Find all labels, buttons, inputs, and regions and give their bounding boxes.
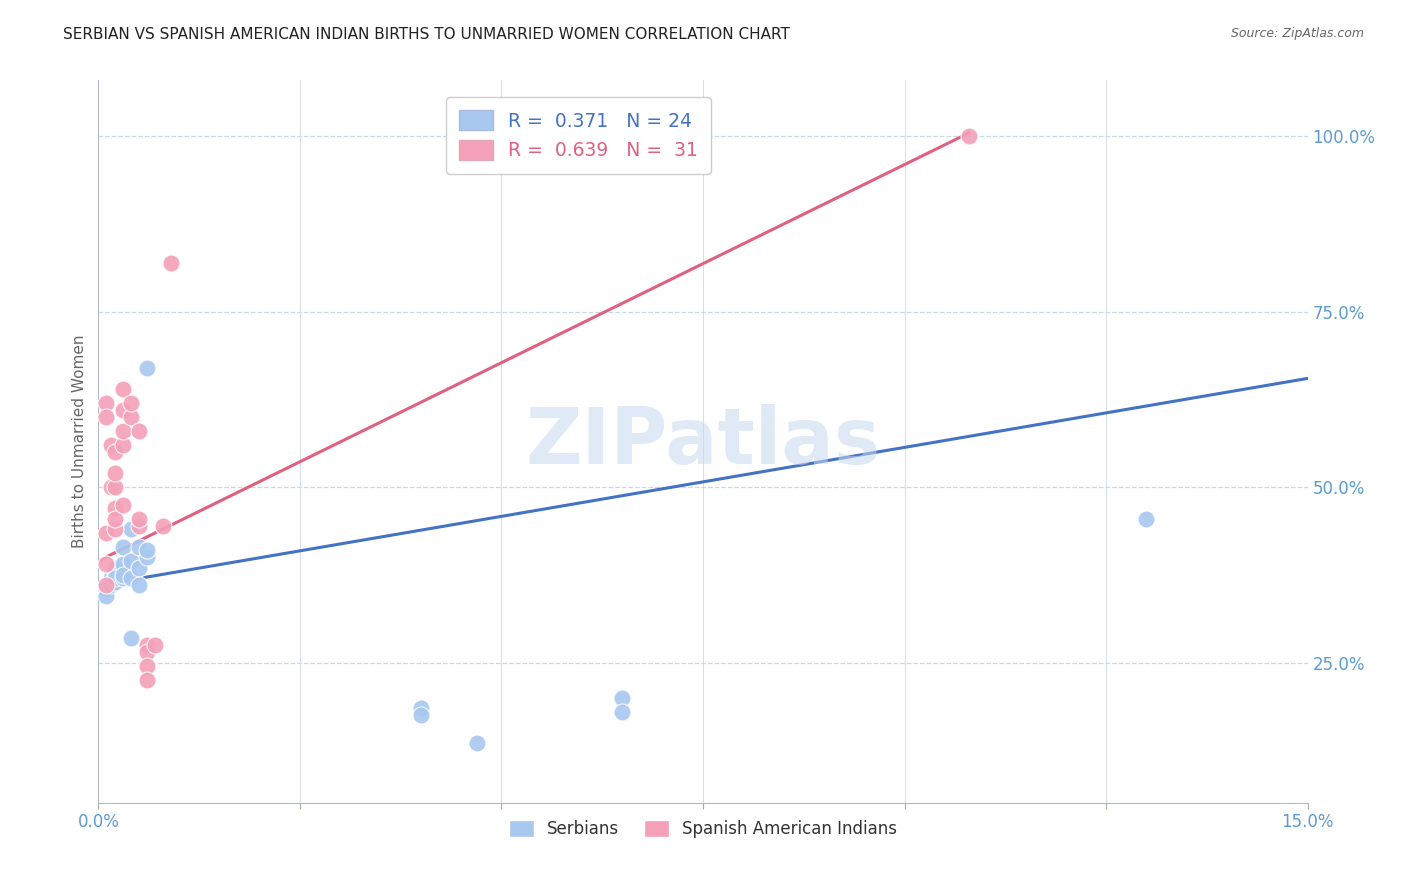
Point — [128, 561, 150, 575]
Point — [120, 631, 142, 645]
Point — [957, 129, 980, 144]
Point — [135, 638, 157, 652]
Point — [128, 512, 150, 526]
Point — [96, 525, 118, 540]
Point — [120, 554, 142, 568]
Point — [135, 673, 157, 687]
Point — [409, 708, 432, 723]
Point — [135, 645, 157, 659]
Point — [96, 558, 118, 572]
Y-axis label: Births to Unmarried Women: Births to Unmarried Women — [72, 334, 87, 549]
Point — [612, 690, 634, 705]
Point — [120, 571, 142, 585]
Point — [409, 701, 432, 715]
Point — [143, 638, 166, 652]
Point — [135, 543, 157, 558]
Point — [160, 255, 183, 269]
Point — [103, 466, 125, 480]
Point — [120, 396, 142, 410]
Point — [111, 438, 134, 452]
Point — [135, 360, 157, 375]
Point — [100, 438, 122, 452]
Point — [103, 480, 125, 494]
Point — [103, 512, 125, 526]
Point — [103, 567, 125, 582]
Point — [111, 382, 134, 396]
Point — [111, 567, 134, 582]
Point — [103, 561, 125, 575]
Point — [135, 659, 157, 673]
Point — [100, 480, 122, 494]
Point — [111, 498, 134, 512]
Point — [120, 522, 142, 536]
Point — [103, 574, 125, 589]
Point — [100, 571, 122, 585]
Point — [111, 424, 134, 438]
Point — [96, 409, 118, 424]
Point — [100, 578, 122, 592]
Point — [96, 396, 118, 410]
Point — [120, 409, 142, 424]
Point — [612, 705, 634, 719]
Point — [103, 571, 125, 585]
Point — [128, 578, 150, 592]
Point — [111, 403, 134, 417]
Point — [128, 424, 150, 438]
Point — [96, 578, 118, 592]
Point — [103, 445, 125, 459]
Text: Source: ZipAtlas.com: Source: ZipAtlas.com — [1230, 27, 1364, 40]
Text: SERBIAN VS SPANISH AMERICAN INDIAN BIRTHS TO UNMARRIED WOMEN CORRELATION CHART: SERBIAN VS SPANISH AMERICAN INDIAN BIRTH… — [63, 27, 790, 42]
Point — [152, 518, 174, 533]
Point — [96, 582, 118, 596]
Point — [103, 501, 125, 516]
Point — [135, 550, 157, 565]
Point — [111, 540, 134, 554]
Text: ZIPatlas: ZIPatlas — [526, 403, 880, 480]
Point — [1135, 512, 1157, 526]
Point — [111, 571, 134, 585]
Point — [103, 522, 125, 536]
Point — [128, 518, 150, 533]
Legend: Serbians, Spanish American Indians: Serbians, Spanish American Indians — [502, 814, 904, 845]
Point — [96, 589, 118, 603]
Point — [111, 558, 134, 572]
Point — [128, 540, 150, 554]
Point — [465, 736, 488, 750]
